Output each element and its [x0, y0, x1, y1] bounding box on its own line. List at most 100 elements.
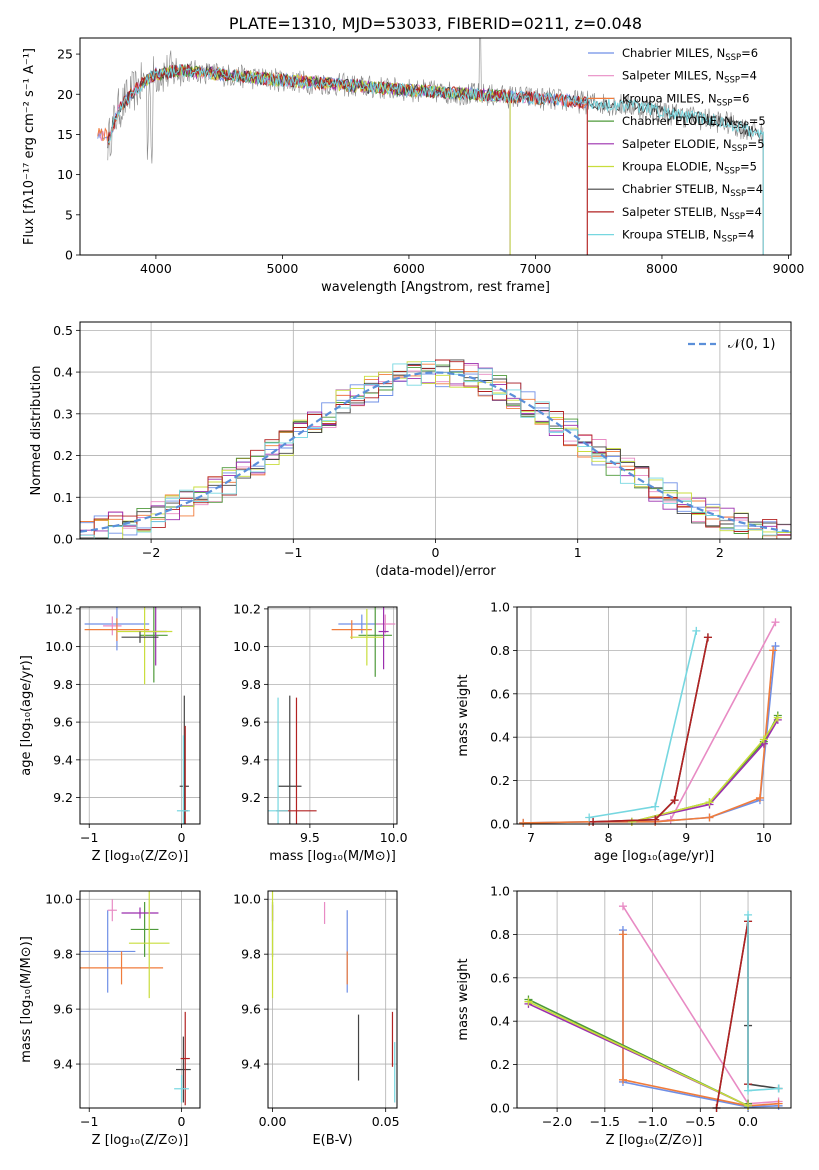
series-point-kroupa_miles — [774, 1099, 783, 1108]
y-tick-label: 20 — [57, 87, 73, 102]
y-tick-label: 9.8 — [53, 947, 73, 962]
legend-entry-chabrier_elodie: Chabrier ELODIE, NSSP=5 — [622, 114, 766, 131]
legend-subscript: SSP — [729, 212, 745, 222]
y-tick-label: 0.5 — [53, 323, 73, 338]
legend-entry-kroupa_elodie: Kroupa ELODIE, NSSP=5 — [622, 160, 757, 177]
series-point-chabrier_miles — [771, 642, 780, 651]
y-tick-label: 10 — [57, 167, 73, 182]
x-tick-label: 7000 — [520, 261, 552, 276]
mass_vs_EBV-plot — [271, 891, 396, 1103]
x-axis-label: (data-model)/error — [375, 564, 496, 579]
series-line-kroupa_elodie — [631, 717, 779, 823]
normal-curve-line — [80, 371, 791, 533]
legend-count: =5 — [749, 114, 766, 128]
y-tick-label: 9.6 — [241, 715, 261, 730]
x-tick-label: 6000 — [393, 261, 425, 276]
y-tick-label: 9.4 — [53, 752, 73, 767]
panel-residuals: −2 −1 0 1 2 0.0 0.1 0.2 0.3 0.4 0.5 (data-model)/er… — [29, 321, 792, 579]
axes-frame — [267, 890, 398, 1109]
histogram-kroupa_stelib — [80, 361, 791, 539]
y-tick-label: 9.6 — [241, 1002, 261, 1017]
x-axis-label: E(B-V) — [312, 1133, 352, 1148]
y-tick-label: 1.0 — [490, 600, 510, 615]
y-axis-label: Flux [fλ10⁻¹⁷ erg cm⁻² s⁻¹ A⁻¹] — [22, 48, 37, 245]
axes-frame — [79, 890, 201, 1109]
x-tick-label: 9 — [682, 830, 690, 845]
y-tick-label: 9.8 — [241, 677, 261, 692]
legend-count: =4 — [746, 182, 763, 196]
y-tick-label: 5 — [65, 207, 73, 222]
legend-label: Kroupa STELIB, N — [622, 228, 722, 242]
x-tick-label: −2 — [142, 545, 160, 560]
x-tick-label: 5000 — [267, 261, 299, 276]
y-tick-label: 1.0 — [490, 884, 510, 899]
legend-subscript: SSP — [724, 76, 740, 86]
age_vs_Z-plot — [84, 607, 190, 824]
series-point-kroupa_stelib — [692, 626, 701, 635]
series-line-chabrier_miles — [523, 646, 777, 824]
y-tick-label: 0.2 — [490, 773, 510, 788]
x-tick-label: 0 — [178, 830, 186, 845]
x-tick-label: −2.0 — [542, 1114, 572, 1129]
legend-count: =4 — [737, 228, 754, 242]
legend-label: Salpeter STELIB, N — [622, 205, 729, 219]
y-axis-label: Normed distribution — [29, 366, 44, 496]
x-tick-label: −1 — [80, 1114, 98, 1129]
series-point-kroupa_stelib — [651, 802, 660, 811]
x-tick-label: 0 — [178, 1114, 186, 1129]
x-tick-label: 2 — [716, 545, 724, 560]
x-axis-label: age [log₁₀(age/yr)] — [594, 849, 715, 864]
axes-frame — [267, 606, 398, 825]
legend-count: =4 — [740, 69, 757, 83]
x-tick-label: 10 — [756, 830, 772, 845]
y-tick-label: 0.0 — [490, 817, 510, 832]
y-tick-label: 0.2 — [490, 1057, 510, 1072]
massweight_vs_age-plot — [519, 618, 782, 827]
series-point-kroupa_miles — [618, 930, 627, 939]
legend-count: =5 — [740, 160, 757, 174]
x-axis-label: Z [log₁₀(Z/Z⊙)] — [606, 1133, 703, 1148]
y-tick-label: 9.4 — [53, 1057, 73, 1072]
series-point-salpeter_stelib — [703, 633, 712, 642]
legend-count: =6 — [741, 46, 758, 60]
histogram-salpeter_miles — [80, 364, 791, 539]
series-line-salpeter_stelib — [593, 637, 709, 823]
series-line-kroupa_stelib — [589, 630, 698, 819]
series-line-salpeter_elodie — [631, 719, 779, 823]
y-tick-label: 0.8 — [490, 927, 510, 942]
y-tick-label: 0.4 — [53, 365, 73, 380]
series-point-salpeter_stelib — [670, 796, 679, 805]
series-point-kroupa_elodie — [524, 997, 533, 1006]
x-tick-label: 0.0 — [738, 1114, 758, 1129]
y-tick-label: 0.1 — [53, 490, 73, 505]
model-line-salpeter_stelib — [107, 64, 588, 255]
legend-count: =4 — [745, 205, 762, 219]
y-tick-label: 9.8 — [53, 677, 73, 692]
y-tick-label: 9.4 — [241, 752, 261, 767]
x-axis-label: Z [log₁₀(Z/Z⊙)] — [92, 849, 189, 864]
y-tick-label: 25 — [57, 47, 73, 62]
x-axis-label: Z [log₁₀(Z/Z⊙)] — [92, 1133, 189, 1148]
y-tick-label: 9.2 — [53, 790, 73, 805]
legend-entry-salpeter_stelib: Salpeter STELIB, NSSP=4 — [622, 205, 762, 222]
x-tick-label: 8 — [605, 830, 613, 845]
y-tick-label: 10.2 — [45, 601, 73, 616]
series-point-kroupa_miles — [618, 1075, 627, 1084]
legend-label: Kroupa MILES, N — [622, 91, 717, 105]
series-point-kroupa_elodie — [759, 735, 768, 744]
series-point-kroupa_stelib — [744, 1086, 753, 1095]
x-tick-label: 10.0 — [380, 830, 408, 845]
legend-subscript: SSP — [732, 144, 748, 154]
y-axis-label: mass weight — [456, 958, 471, 1040]
y-tick-label: 0.8 — [490, 643, 510, 658]
series-line-salpeter_miles — [655, 621, 777, 823]
y-axis-label: mass [log₁₀(M/M⊙)] — [19, 936, 34, 1063]
y-tick-label: 10.0 — [45, 639, 73, 654]
axes-frame — [79, 321, 792, 540]
panel-spectrum: 4000 5000 6000 7000 8000 9000 0 5 10 15 20 25 wavele… — [22, 14, 804, 295]
series-point-kroupa_stelib — [774, 1084, 783, 1093]
y-tick-label: 9.2 — [241, 790, 261, 805]
series-point-salpeter_stelib — [589, 817, 598, 826]
series-line-kroupa_miles — [523, 650, 774, 824]
